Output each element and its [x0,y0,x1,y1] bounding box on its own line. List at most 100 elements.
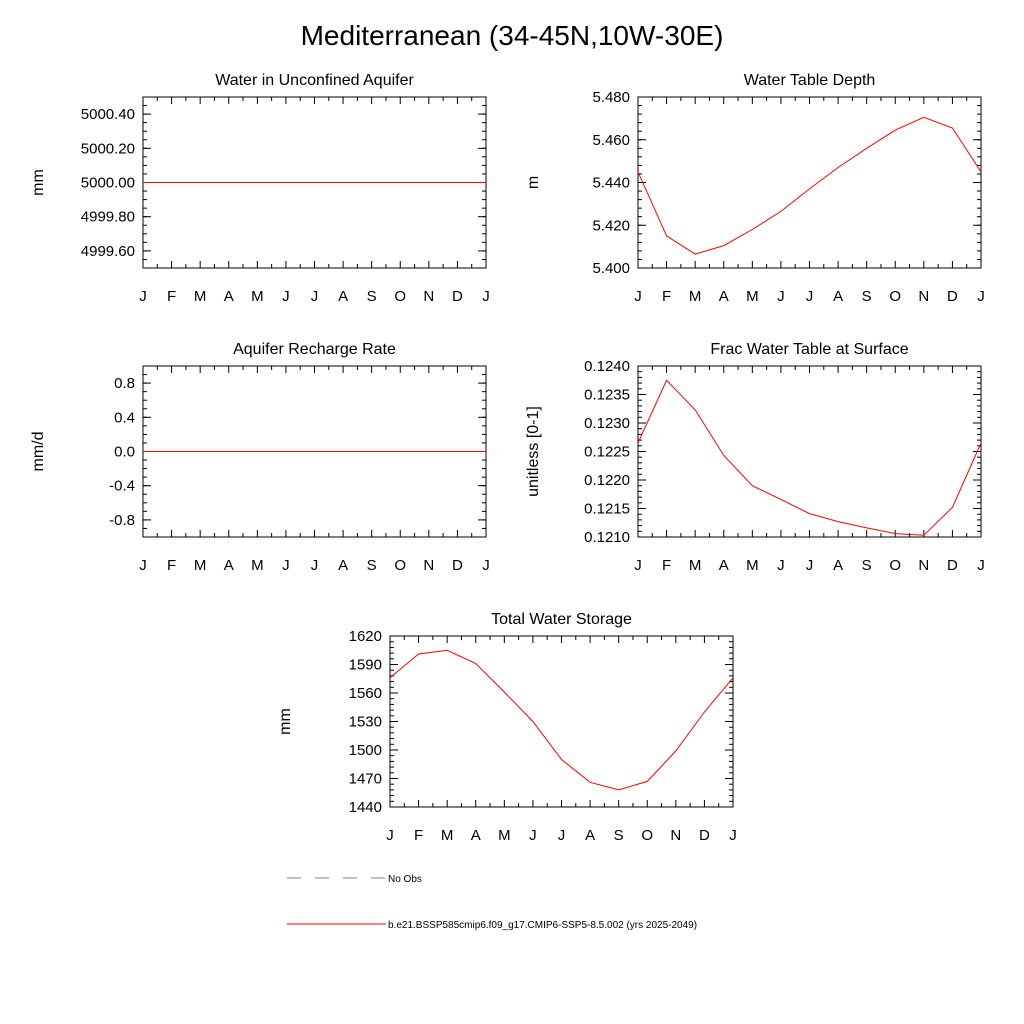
x-tick-label: F [662,557,671,574]
x-tick-label: N [918,557,929,574]
x-tick-label: A [338,288,348,305]
x-tick-label: M [441,827,454,844]
x-tick-label: A [833,557,843,574]
x-tick-label: J [977,288,985,305]
x-tick-label: M [689,288,702,305]
x-tick-label: N [423,557,434,574]
x-tick-label: O [889,288,901,305]
y-axis-label: mm [30,169,47,196]
x-tick-label: J [558,827,566,844]
x-tick-label: M [746,288,759,305]
y-tick-label: -0.8 [109,512,135,529]
x-tick-label: J [777,557,785,574]
panel-title: Aquifer Recharge Rate [233,341,396,358]
x-tick-label: A [338,557,348,574]
y-tick-label: 1620 [349,628,382,645]
y-tick-label: 0.1215 [584,501,630,518]
y-tick-label: 0.1210 [584,529,630,546]
y-tick-label: 1530 [349,714,382,731]
x-tick-label: D [947,557,958,574]
x-tick-label: S [614,827,624,844]
y-tick-label: 5.420 [592,217,630,234]
y-axis-label: mm/d [30,432,47,472]
x-tick-label: D [452,288,463,305]
x-tick-label: S [367,557,377,574]
series-line-model [389,649,734,791]
x-tick-label: A [224,288,234,305]
y-tick-label: 1500 [349,742,382,759]
x-tick-label: D [699,827,710,844]
x-tick-label: D [947,288,958,305]
plot-frame [637,96,982,269]
x-tick-label: J [977,557,985,574]
x-tick-label: M [194,288,207,305]
x-tick-label: N [423,288,434,305]
x-tick-label: J [777,288,785,305]
x-tick-label: S [367,288,377,305]
x-tick-label: F [167,557,176,574]
x-tick-label: A [833,288,843,305]
y-tick-label: 0.1220 [584,472,630,489]
x-tick-label: M [498,827,511,844]
x-tick-label: D [452,557,463,574]
y-tick-label: 5000.20 [81,140,135,157]
x-tick-label: F [662,288,671,305]
x-tick-label: F [167,288,176,305]
x-tick-label: J [806,557,814,574]
plot-frame [637,365,982,538]
y-tick-label: 5000.00 [81,175,135,192]
x-tick-label: J [386,827,394,844]
x-tick-label: J [634,557,642,574]
x-tick-label: M [746,557,759,574]
x-tick-label: A [719,288,729,305]
y-tick-label: 5.480 [592,89,630,106]
x-tick-label: O [394,557,406,574]
y-tick-label: 1590 [349,657,382,674]
x-tick-label: M [194,557,207,574]
y-tick-label: 0.1240 [584,358,630,375]
x-tick-label: A [585,827,595,844]
x-tick-label: A [471,827,481,844]
x-tick-label: N [670,827,681,844]
y-axis-label: mm [277,708,294,735]
series-line-model [637,116,982,255]
x-tick-label: J [482,557,490,574]
x-tick-label: J [806,288,814,305]
panel-title: Water Table Depth [744,72,876,89]
y-tick-label: 0.4 [114,409,135,426]
y-tick-label: 5000.40 [81,106,135,123]
y-tick-label: 5.460 [592,132,630,149]
y-tick-label: 4999.60 [81,243,135,260]
x-tick-label: J [282,557,290,574]
x-tick-label: O [889,557,901,574]
y-axis-label: m [525,176,542,189]
y-tick-label: 4999.80 [81,209,135,226]
figure-title: Mediterranean (34-45N,10W-30E) [300,20,724,51]
x-tick-label: O [394,288,406,305]
y-tick-label: -0.4 [109,478,135,495]
x-tick-label: F [414,827,423,844]
panel-title: Water in Unconfined Aquifer [215,72,414,89]
x-tick-label: O [641,827,653,844]
x-tick-label: J [482,288,490,305]
x-tick-label: A [224,557,234,574]
y-axis-label: unitless [0-1] [525,406,542,497]
x-tick-label: J [311,288,319,305]
x-tick-label: J [139,288,147,305]
x-tick-label: M [251,288,264,305]
y-tick-label: 1560 [349,685,382,702]
x-tick-label: J [311,557,319,574]
y-tick-label: 0.8 [114,375,135,392]
x-tick-label: J [634,288,642,305]
x-tick-label: M [251,557,264,574]
y-tick-label: 0.1235 [584,387,630,404]
plot-frame [389,635,734,808]
y-tick-label: 0.0 [114,444,135,461]
y-tick-label: 0.1230 [584,415,630,432]
panel-frac-water-table-at-surface: Frac Water Table at Surface unitless [0-1… [525,341,985,574]
x-tick-label: S [862,288,872,305]
